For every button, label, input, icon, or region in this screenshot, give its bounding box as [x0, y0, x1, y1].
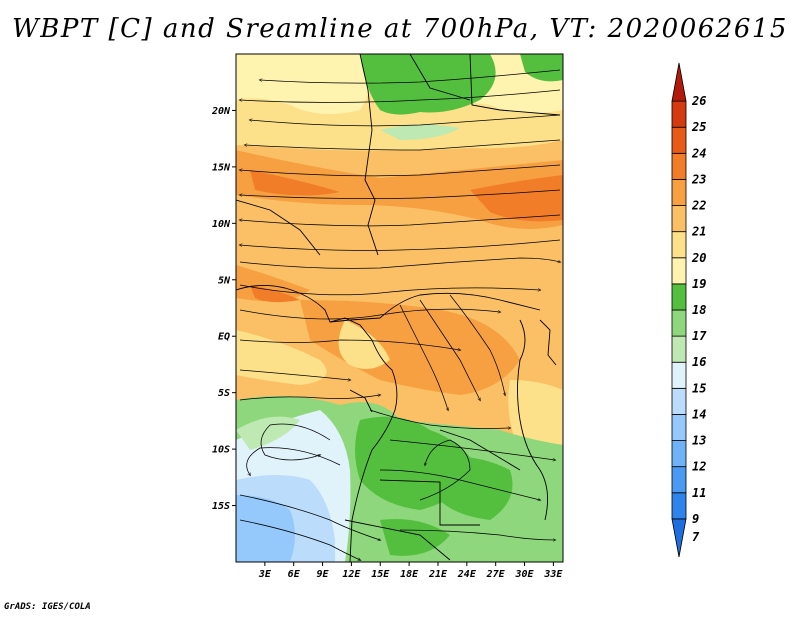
colorbar-segment: [671, 466, 687, 494]
coastline-borders: [236, 54, 561, 562]
colorbar-segment: [671, 62, 687, 102]
map-frame: [235, 53, 564, 563]
colorbar-segment: [671, 492, 687, 520]
colorbar-label: 21: [691, 225, 706, 239]
colorbar-label: 14: [692, 407, 706, 421]
colorbar-label: 15: [692, 381, 706, 395]
streamlines: [240, 69, 560, 560]
credit-text: GrADS: IGES/COLA: [4, 602, 91, 612]
lat-tick-label: 10N: [212, 219, 231, 230]
lon-tick-label: 24E: [457, 569, 477, 580]
colorbar-label: 11: [692, 486, 706, 500]
lat-tick-label: 20N: [211, 106, 231, 117]
colorbar-label: 18: [692, 303, 706, 317]
lon-tick-label: 21E: [428, 569, 448, 580]
lon-tick-label: 33E: [543, 569, 563, 580]
colorbar-segment: [671, 205, 687, 233]
colorbar-label: 25: [691, 120, 706, 134]
colorbar-segment: [671, 387, 687, 415]
colorbar-segment: [671, 100, 687, 128]
colorbar-label: 12: [692, 460, 706, 474]
colorbar-label: 22: [691, 199, 706, 213]
lon-tick-label: 15E: [371, 569, 390, 580]
colorbar-segment: [671, 257, 687, 285]
colorbar-segment: [671, 335, 687, 363]
colorbar-segment: [671, 231, 687, 259]
colorbar-label: 17: [692, 329, 707, 343]
colorbar-label: 20: [691, 251, 706, 265]
colorbar-segment: [671, 309, 687, 337]
colorbar-segment: [671, 361, 687, 389]
lon-tick-label: 27E: [486, 569, 506, 580]
lat-tick-label: 5N: [218, 275, 231, 286]
lon-tick-label: 18E: [400, 569, 419, 580]
colorbar-label: 16: [692, 355, 706, 369]
colorbar-label: 7: [692, 530, 700, 544]
colorbar-label: 23: [691, 172, 706, 186]
lon-tick-label: 9E: [317, 569, 330, 580]
lon-tick-label: 12E: [342, 569, 361, 580]
colorbar-segment: [671, 179, 687, 206]
colorbar-segment: [671, 283, 687, 311]
lon-tick-label: 30E: [514, 569, 534, 580]
colorbar-segment: [671, 126, 687, 154]
longitude-axis: 3E 6E 9E 12E 15E 18E 21E 24E 27E 30E 33E: [258, 562, 563, 580]
lat-tick-label: 10S: [212, 445, 230, 456]
lon-tick-label: 3E: [258, 569, 272, 580]
colorbar-label: 24: [691, 146, 706, 160]
lat-tick-label: EQ: [218, 332, 230, 343]
colorbar-label: 19: [692, 277, 706, 291]
colorbar-label: 13: [692, 434, 706, 448]
latitude-axis: 20N 15N 10N 5N EQ 5S 10S 15S: [211, 106, 236, 512]
colorbar-segment: [671, 152, 687, 180]
colorbar: 7 9 11 12 13 14 15 16 17 18 19 20 21 22 23 24 25 26: [671, 62, 707, 558]
chart-title: WBPT [C] and Sreamline at 700hPa, VT: 20…: [12, 14, 788, 44]
lat-tick-label: 15S: [212, 501, 230, 512]
lat-tick-label: 5S: [218, 388, 230, 399]
colorbar-segment: [671, 440, 687, 468]
colorbar-label: 9: [692, 512, 699, 526]
lat-tick-label: 15N: [212, 162, 231, 173]
colorbar-segment: [671, 414, 687, 441]
colorbar-label: 26: [691, 94, 706, 108]
colorbar-segment: [671, 518, 687, 558]
lon-tick-label: 6E: [288, 569, 301, 580]
